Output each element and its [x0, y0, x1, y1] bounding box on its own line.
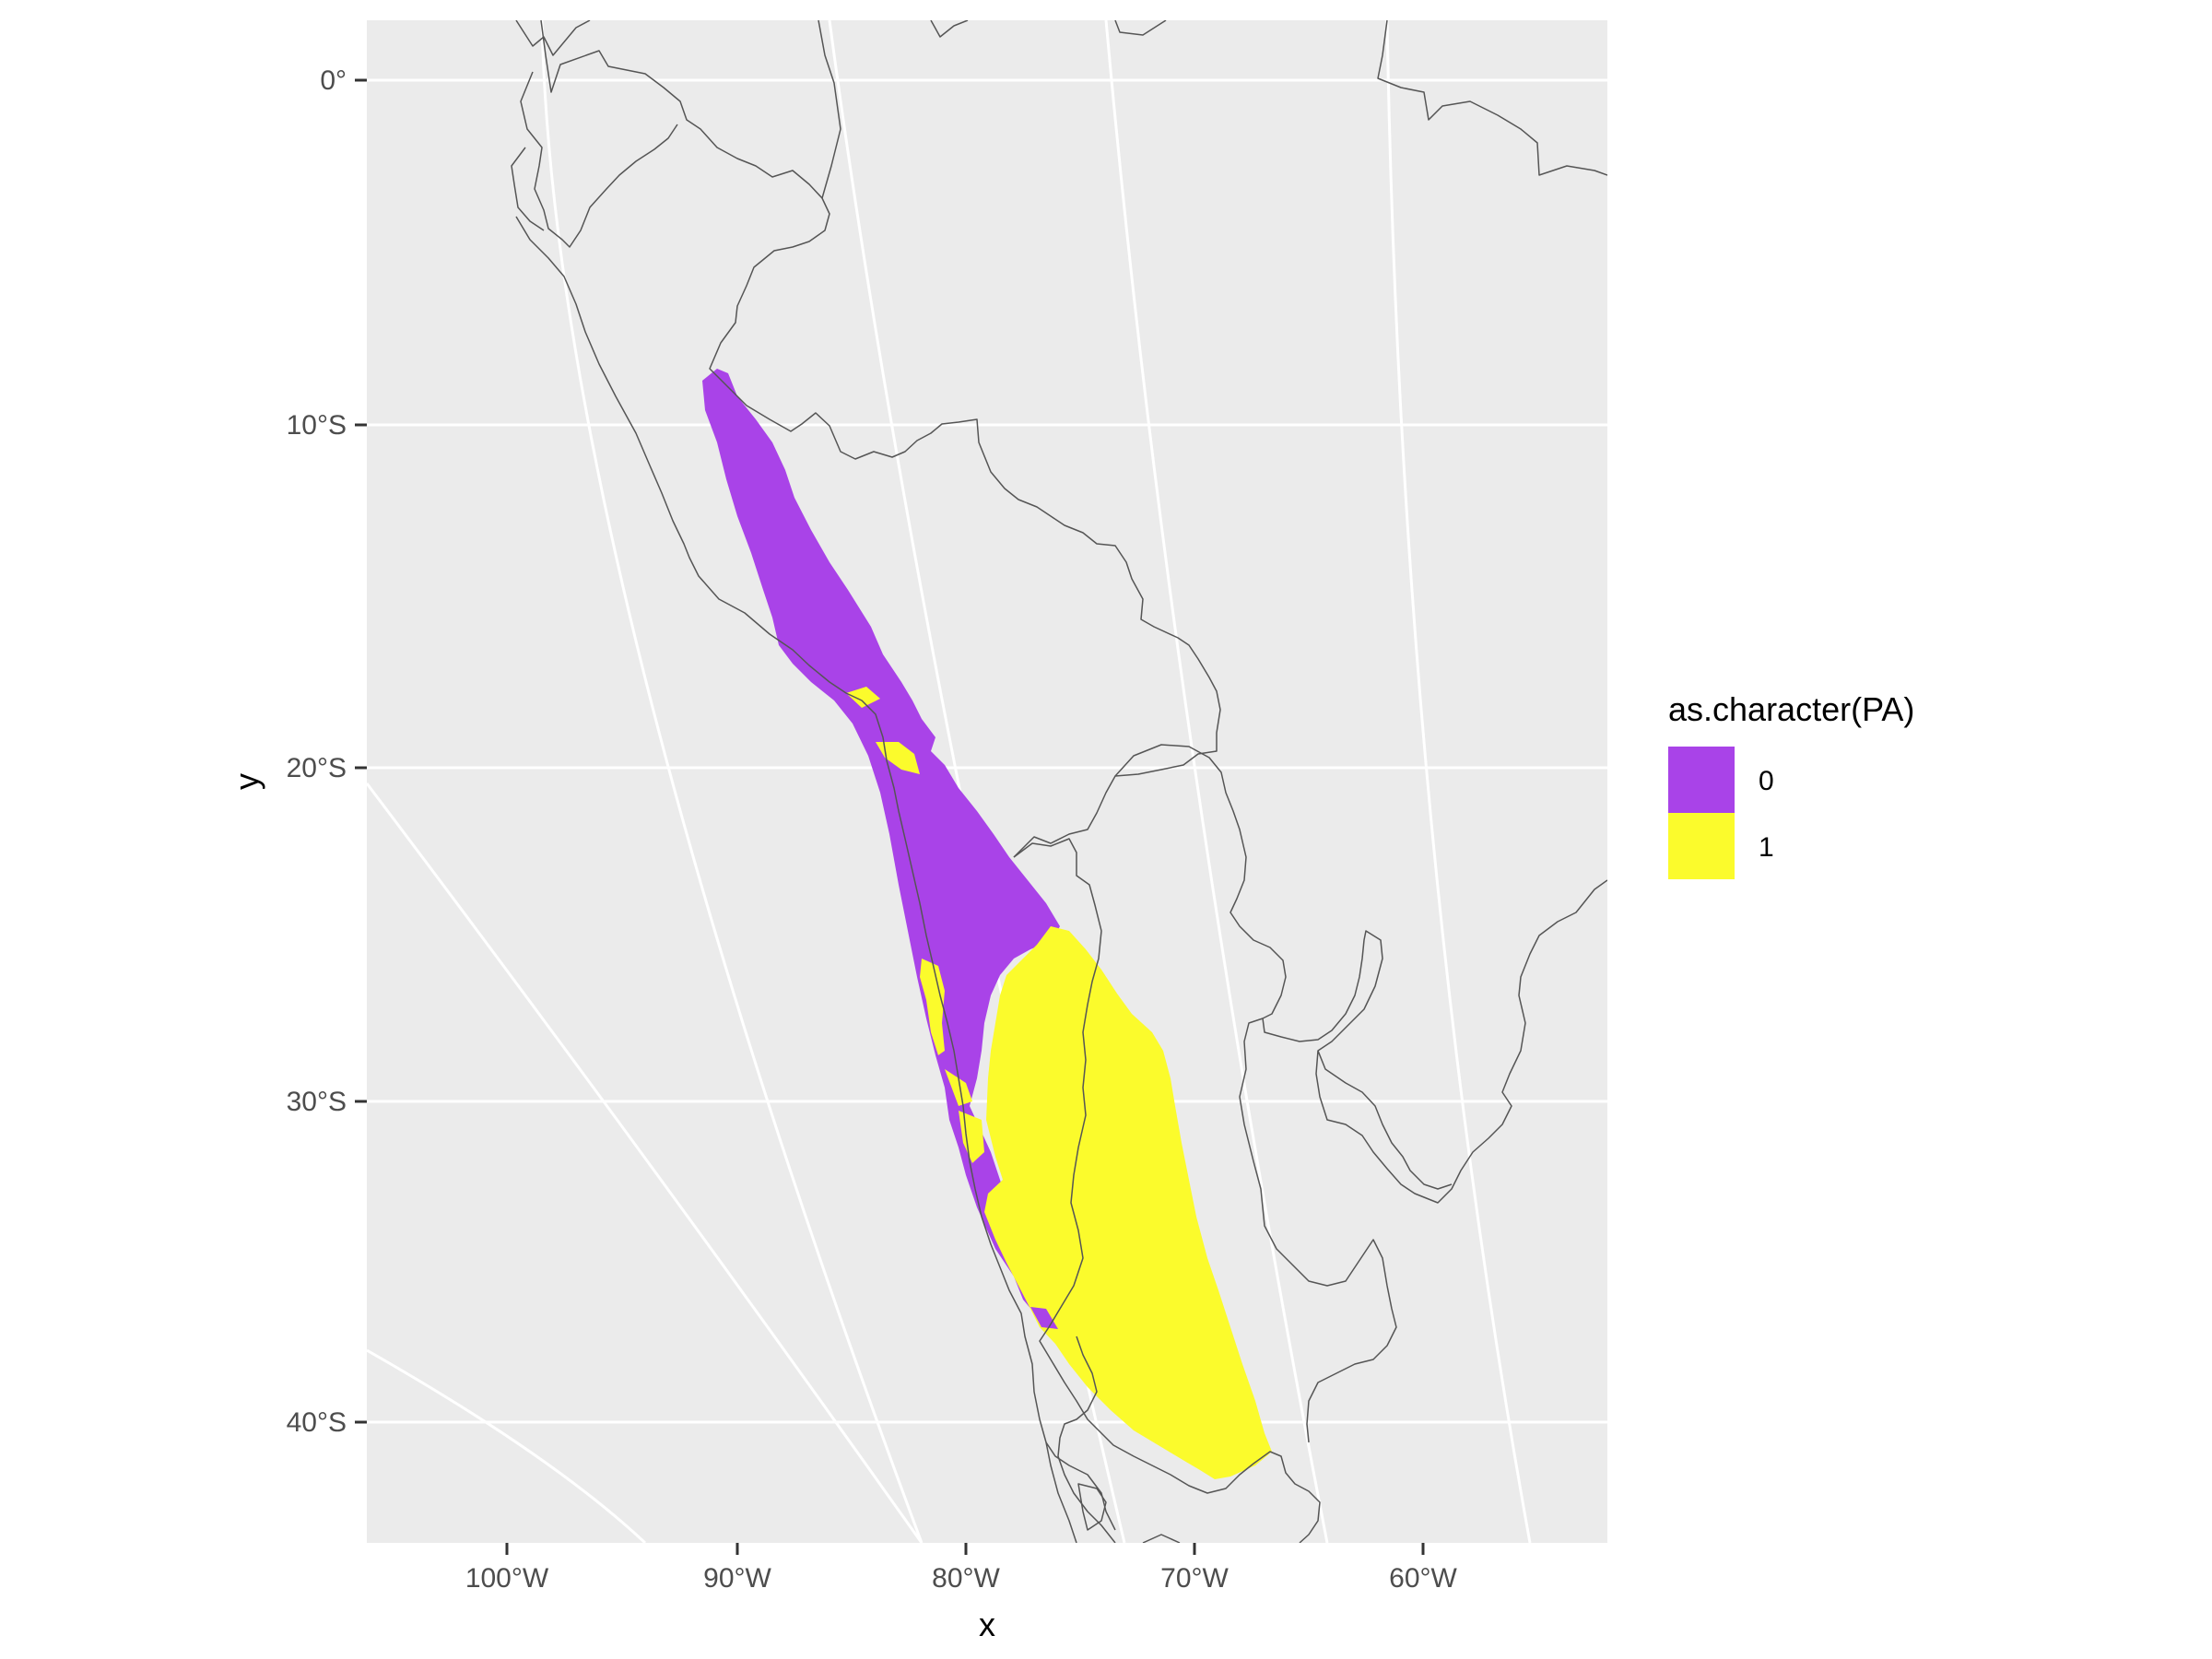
x-axis-title: x	[979, 1606, 995, 1643]
y-tick-label: 0°	[320, 65, 347, 96]
y-tick-label: 20°S	[287, 753, 347, 783]
y-tick-label: 40°S	[287, 1407, 347, 1438]
map-panel	[367, 20, 1607, 1543]
legend-title: as.character(PA)	[1668, 690, 1914, 728]
y-axis-title: y	[228, 773, 265, 790]
legend-key-1	[1668, 813, 1735, 879]
x-tick-label: 70°W	[1160, 1563, 1229, 1594]
legend-label: 0	[1759, 766, 1774, 796]
y-axis: 0° 10°S 20°S 30°S 40°S	[287, 65, 367, 1438]
x-tick-label: 80°W	[932, 1563, 1000, 1594]
legend-key-0	[1668, 747, 1735, 813]
x-tick-label: 60°W	[1389, 1563, 1457, 1594]
y-tick-label: 10°S	[287, 410, 347, 441]
x-tick-label: 100°W	[465, 1563, 549, 1594]
y-tick-label: 30°S	[287, 1087, 347, 1117]
x-axis: 100°W 90°W 80°W 70°W 60°W	[465, 1543, 1458, 1594]
x-tick-label: 90°W	[703, 1563, 771, 1594]
legend-label: 1	[1759, 832, 1774, 863]
legend: as.character(PA) 0 1	[1668, 690, 1914, 879]
